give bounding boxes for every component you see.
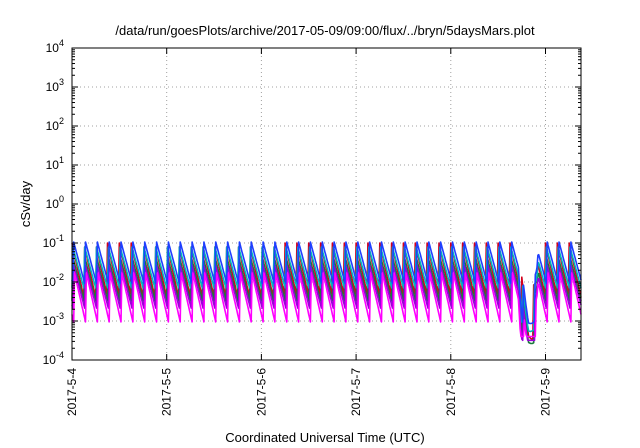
series-line [71, 241, 582, 325]
y-tick-label: 104 [46, 38, 64, 55]
x-axis-label: Coordinated Universal Time (UTC) [225, 430, 424, 445]
y-tick-label: 10-2 [43, 272, 64, 289]
y-tick-label: 100 [46, 194, 64, 211]
x-tick-label: 2017-5-8 [444, 368, 458, 416]
y-axis-label: cSv/day [18, 180, 33, 227]
x-tick-label: 2017-5-6 [254, 368, 268, 416]
y-tick-label: 10-1 [43, 233, 64, 250]
x-axis: 2017-5-4 2017-5-5 2017-5-6 2017-5-7 2017-5-8… [65, 48, 552, 416]
grid [72, 48, 581, 360]
y-tick-label: 10-3 [43, 311, 64, 328]
x-tick-label: 2017-5-5 [160, 368, 174, 416]
x-tick-label: 2017-5-4 [65, 368, 79, 416]
y-tick-label: 10-4 [43, 350, 64, 367]
chart-title: /data/run/goesPlots/archive/2017-05-09/0… [115, 23, 535, 38]
y-tick-label: 101 [46, 155, 64, 172]
x-tick-label: 2017-5-9 [538, 368, 552, 416]
series-line [71, 264, 582, 342]
series-line [71, 272, 582, 338]
series-group [71, 241, 582, 345]
x-tick-label: 2017-5-7 [349, 368, 363, 416]
y-tick-label: 102 [46, 116, 64, 133]
y-tick-label: 103 [46, 77, 64, 94]
